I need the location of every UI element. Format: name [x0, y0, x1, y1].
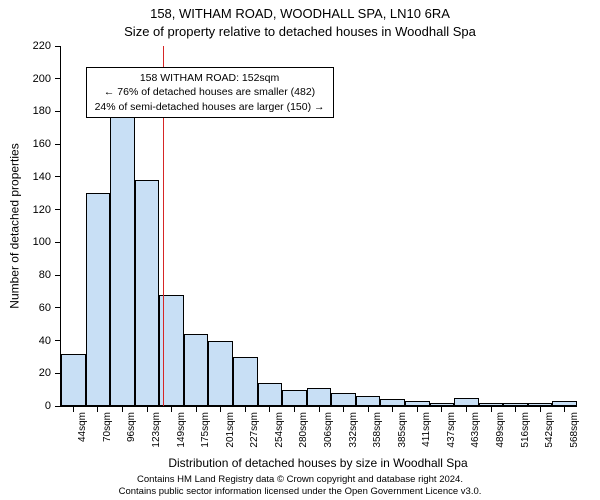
- figure-root: 158, WITHAM ROAD, WOODHALL SPA, LN10 6RA…: [0, 0, 600, 500]
- y-tick: [55, 78, 61, 79]
- x-tick-label: 542sqm: [544, 376, 555, 412]
- x-tick: [343, 406, 344, 412]
- y-tick: [55, 340, 61, 341]
- x-tick-label: 332sqm: [348, 376, 359, 412]
- x-tick-label: 411sqm: [421, 377, 432, 412]
- y-tick-label: 120: [33, 204, 51, 216]
- x-tick: [171, 406, 172, 412]
- x-tick: [73, 406, 74, 412]
- histogram-bar: [110, 115, 135, 406]
- x-tick: [466, 406, 467, 412]
- y-tick-label: 140: [33, 171, 51, 183]
- x-axis-label: Distribution of detached houses by size …: [60, 456, 576, 470]
- x-tick: [97, 406, 98, 412]
- x-tick: [564, 406, 565, 412]
- y-tick-label: 80: [39, 269, 51, 281]
- x-tick: [294, 406, 295, 412]
- y-tick-label: 40: [39, 335, 51, 347]
- x-tick: [417, 406, 418, 412]
- y-tick: [55, 111, 61, 112]
- y-axis-label: Number of detached properties: [8, 46, 22, 406]
- y-tick-label: 0: [45, 400, 51, 412]
- x-tick: [147, 406, 148, 412]
- y-axis-label-text: Number of detached properties: [8, 143, 22, 308]
- x-tick: [220, 406, 221, 412]
- y-tick-label: 20: [39, 367, 51, 379]
- y-tick: [55, 275, 61, 276]
- y-tick-label: 100: [33, 236, 51, 248]
- chart-title-line2: Size of property relative to detached ho…: [0, 24, 600, 39]
- x-tick: [368, 406, 369, 412]
- annotation-line: 158 WITHAM ROAD: 152sqm: [95, 71, 325, 85]
- x-tick-label: 463sqm: [470, 376, 481, 412]
- y-tick-label: 180: [33, 105, 51, 117]
- annotation-box: 158 WITHAM ROAD: 152sqm← 76% of detached…: [86, 67, 334, 118]
- y-tick-label: 220: [33, 40, 51, 52]
- x-tick-label: 385sqm: [397, 376, 408, 412]
- plot-area: 02040608010012014016018020022044sqm70sqm…: [60, 46, 577, 407]
- x-tick: [540, 406, 541, 412]
- footer-line2: Contains public sector information licen…: [0, 486, 600, 498]
- x-tick-label: 489sqm: [495, 376, 506, 412]
- annotation-line: ← 76% of detached houses are smaller (48…: [95, 85, 325, 99]
- attribution-footer: Contains HM Land Registry data © Crown c…: [0, 474, 600, 499]
- x-tick: [441, 406, 442, 412]
- y-tick-label: 160: [33, 138, 51, 150]
- y-tick: [55, 144, 61, 145]
- y-tick: [55, 242, 61, 243]
- x-tick: [122, 406, 123, 412]
- x-tick: [392, 406, 393, 412]
- y-tick: [55, 46, 61, 47]
- x-tick: [269, 406, 270, 412]
- footer-line1: Contains HM Land Registry data © Crown c…: [0, 474, 600, 486]
- x-tick-label: 358sqm: [372, 376, 383, 412]
- chart-title-line1: 158, WITHAM ROAD, WOODHALL SPA, LN10 6RA: [0, 6, 600, 21]
- histogram-bar: [86, 193, 111, 406]
- y-tick-label: 200: [33, 73, 51, 85]
- annotation-line: 24% of semi-detached houses are larger (…: [95, 100, 325, 114]
- x-tick-label: 516sqm: [520, 376, 531, 412]
- x-tick: [515, 406, 516, 412]
- y-tick-label: 60: [39, 302, 51, 314]
- x-tick: [245, 406, 246, 412]
- y-tick: [55, 209, 61, 210]
- y-tick: [55, 176, 61, 177]
- x-tick: [491, 406, 492, 412]
- x-tick-label: 568sqm: [569, 376, 580, 412]
- y-tick: [55, 307, 61, 308]
- x-tick-label: 437sqm: [446, 376, 457, 412]
- x-tick: [319, 406, 320, 412]
- x-tick: [196, 406, 197, 412]
- histogram-bar: [135, 180, 160, 406]
